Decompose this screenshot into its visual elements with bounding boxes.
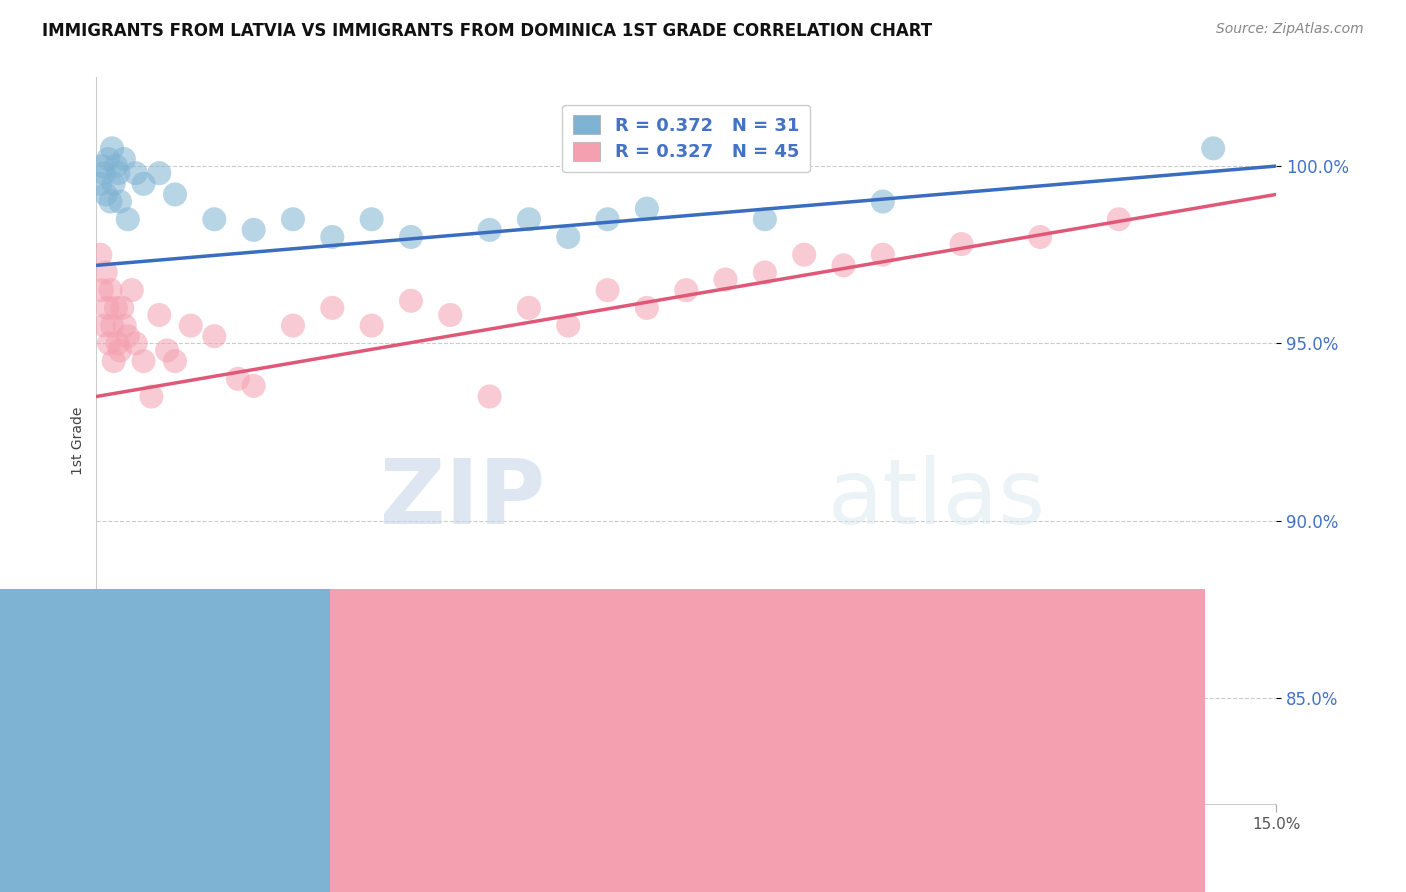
Y-axis label: 1st Grade: 1st Grade bbox=[72, 407, 86, 475]
Point bbox=[636, 202, 658, 216]
Point bbox=[281, 212, 304, 227]
Point bbox=[100, 283, 122, 297]
Point bbox=[156, 343, 179, 358]
Point bbox=[121, 283, 143, 297]
Point bbox=[112, 152, 135, 166]
Point bbox=[675, 283, 697, 297]
Point bbox=[117, 329, 139, 343]
Point bbox=[793, 248, 815, 262]
Point bbox=[94, 187, 117, 202]
Point bbox=[754, 212, 776, 227]
Point bbox=[202, 329, 225, 343]
Point bbox=[242, 223, 264, 237]
Point bbox=[714, 272, 737, 286]
Text: Immigrants from Latvia: Immigrants from Latvia bbox=[406, 855, 606, 870]
Point bbox=[872, 194, 894, 209]
Point bbox=[91, 159, 114, 173]
Point bbox=[111, 301, 134, 315]
Point bbox=[103, 354, 125, 368]
Point bbox=[399, 293, 422, 308]
Point bbox=[439, 308, 461, 322]
Point bbox=[180, 318, 202, 333]
Legend: R = 0.372   N = 31, R = 0.327   N = 45: R = 0.372 N = 31, R = 0.327 N = 45 bbox=[562, 104, 810, 172]
Point bbox=[399, 230, 422, 244]
Point bbox=[950, 237, 973, 252]
Point bbox=[596, 283, 619, 297]
Point bbox=[596, 212, 619, 227]
Point bbox=[281, 318, 304, 333]
Point bbox=[97, 152, 120, 166]
Point bbox=[103, 177, 125, 191]
Point bbox=[163, 354, 186, 368]
Point bbox=[148, 166, 170, 180]
Point bbox=[108, 343, 131, 358]
Point bbox=[226, 372, 249, 386]
Point bbox=[141, 390, 163, 404]
Point bbox=[1108, 212, 1130, 227]
Point bbox=[202, 212, 225, 227]
Point bbox=[132, 354, 155, 368]
Point bbox=[89, 248, 111, 262]
Point bbox=[124, 336, 146, 351]
Point bbox=[97, 336, 120, 351]
Point bbox=[101, 318, 124, 333]
Point bbox=[478, 223, 501, 237]
Point bbox=[96, 301, 118, 315]
Point bbox=[872, 248, 894, 262]
Point bbox=[107, 166, 129, 180]
Point bbox=[132, 177, 155, 191]
Point bbox=[517, 212, 540, 227]
Text: atlas: atlas bbox=[828, 455, 1046, 543]
Point bbox=[557, 230, 579, 244]
Point bbox=[832, 258, 855, 272]
Point bbox=[93, 166, 115, 180]
Point bbox=[108, 194, 131, 209]
Point bbox=[1202, 141, 1225, 155]
Point bbox=[101, 141, 124, 155]
Point bbox=[105, 301, 128, 315]
Point bbox=[360, 318, 382, 333]
Point bbox=[107, 336, 129, 351]
Text: Immigrants from Dominica: Immigrants from Dominica bbox=[731, 855, 956, 870]
Point bbox=[94, 265, 117, 279]
Point bbox=[124, 166, 146, 180]
Point bbox=[148, 308, 170, 322]
Point bbox=[754, 265, 776, 279]
Point bbox=[89, 177, 111, 191]
Point bbox=[90, 283, 112, 297]
Text: Source: ZipAtlas.com: Source: ZipAtlas.com bbox=[1216, 22, 1364, 37]
Point bbox=[163, 187, 186, 202]
Point bbox=[321, 230, 343, 244]
Point bbox=[100, 194, 122, 209]
Point bbox=[105, 159, 128, 173]
Point bbox=[517, 301, 540, 315]
Text: IMMIGRANTS FROM LATVIA VS IMMIGRANTS FROM DOMINICA 1ST GRADE CORRELATION CHART: IMMIGRANTS FROM LATVIA VS IMMIGRANTS FRO… bbox=[42, 22, 932, 40]
Point bbox=[117, 212, 139, 227]
Text: ZIP: ZIP bbox=[380, 455, 544, 543]
Point bbox=[478, 390, 501, 404]
Point bbox=[93, 318, 115, 333]
Point bbox=[242, 379, 264, 393]
Point bbox=[360, 212, 382, 227]
Point bbox=[636, 301, 658, 315]
Point bbox=[321, 301, 343, 315]
Point bbox=[1029, 230, 1052, 244]
Point bbox=[557, 318, 579, 333]
Point bbox=[114, 318, 136, 333]
